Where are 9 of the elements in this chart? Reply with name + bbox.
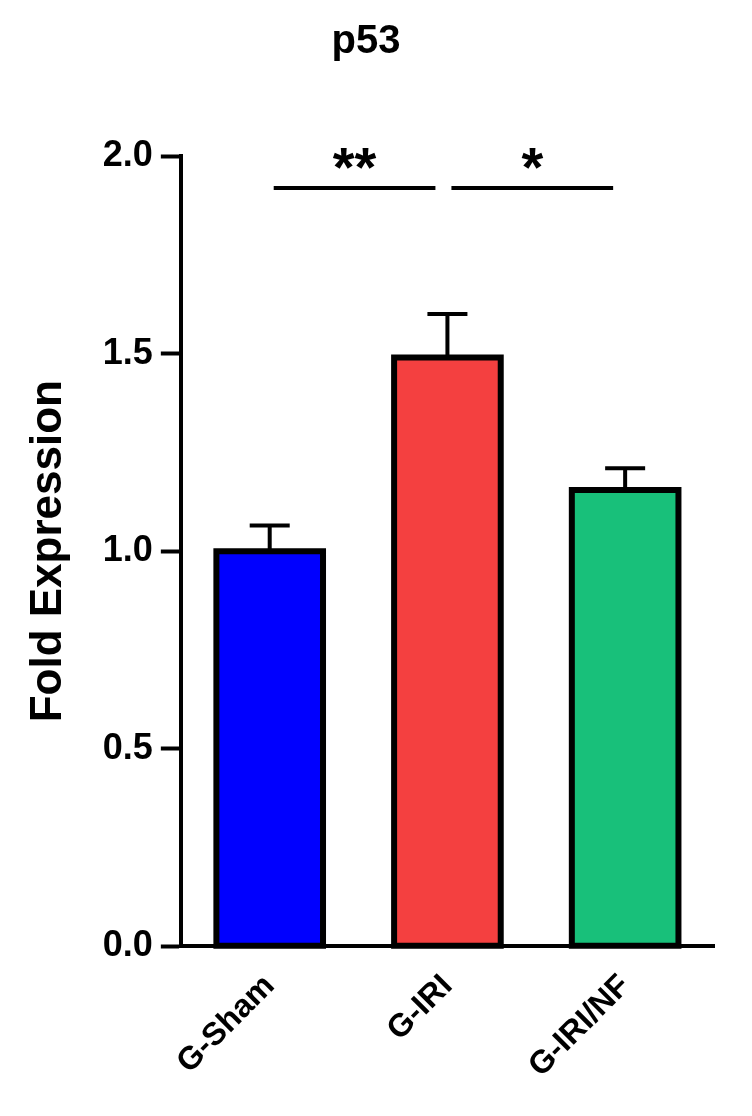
annotation: *: [521, 135, 544, 198]
y-tick-label: 0.0: [102, 923, 153, 965]
y-tick-label: 0.5: [102, 725, 153, 767]
y-tick-label: 2.0: [102, 132, 153, 174]
y-tick-label: 1.5: [102, 330, 153, 372]
y-tick-label: 1.0: [102, 528, 153, 570]
chart-title: p53: [331, 17, 401, 62]
y-axis-title: Fold Expression: [20, 380, 70, 723]
annotation: **: [332, 135, 377, 198]
